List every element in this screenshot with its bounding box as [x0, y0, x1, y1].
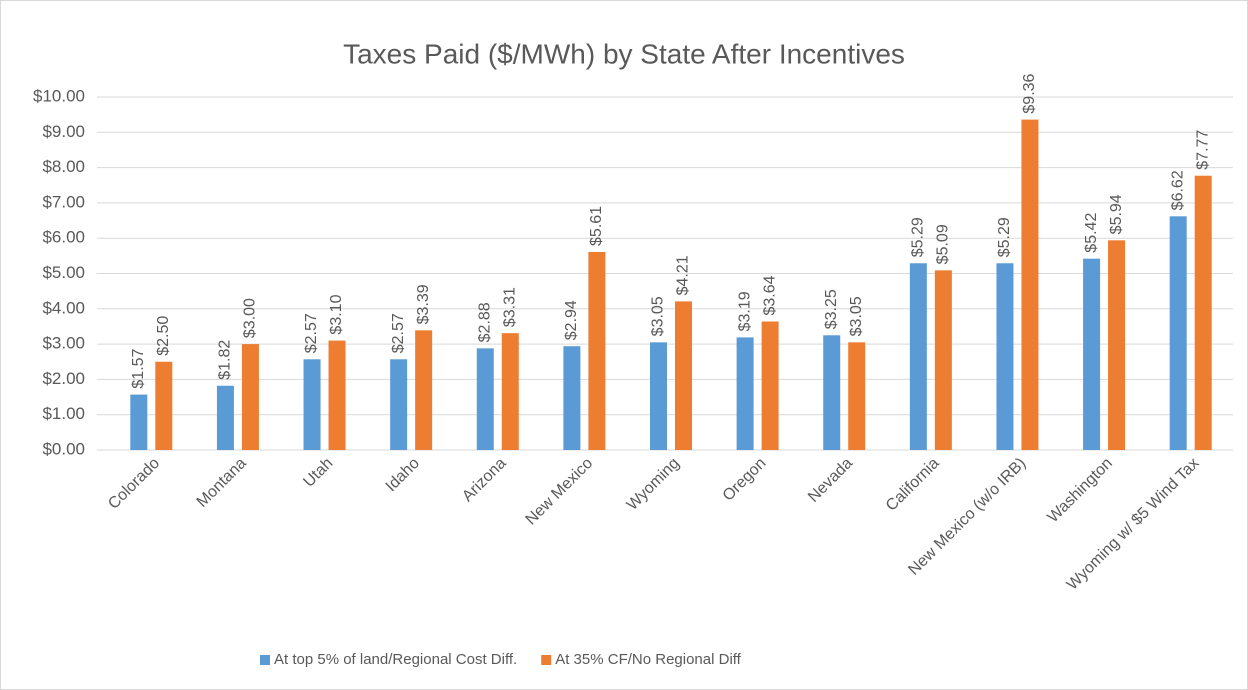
- bar: [650, 342, 667, 450]
- y-tick-label: $4.00: [42, 298, 85, 317]
- data-label: $2.57: [390, 313, 407, 353]
- data-label: $3.25: [823, 289, 840, 329]
- legend-swatch: [260, 655, 270, 665]
- data-label: $3.05: [650, 296, 667, 336]
- data-label: $3.31: [501, 287, 518, 327]
- bar: [241, 344, 259, 450]
- bar: [501, 333, 519, 450]
- legend-swatch: [541, 655, 552, 665]
- data-label: $5.29: [910, 217, 927, 257]
- bar: [848, 342, 866, 450]
- data-label: $3.00: [242, 298, 259, 338]
- bar: [303, 359, 321, 450]
- data-label: $3.19: [736, 291, 753, 331]
- bar: [823, 335, 841, 450]
- bar: [415, 330, 433, 450]
- y-tick-label: $3.00: [42, 334, 85, 353]
- bar: [675, 301, 692, 450]
- bar: [328, 340, 346, 450]
- y-tick-label: $9.00: [42, 122, 85, 141]
- legend-label: At 35% CF/No Regional Diff: [555, 651, 741, 668]
- data-label: $3.39: [415, 284, 432, 324]
- data-label: $4.21: [675, 255, 692, 295]
- bar: [130, 394, 148, 450]
- y-tick-label: $8.00: [42, 157, 85, 176]
- data-label: $9.36: [1021, 73, 1038, 113]
- data-label: $5.61: [588, 206, 605, 246]
- data-label: $5.29: [996, 217, 1013, 257]
- bar: [1194, 175, 1212, 450]
- bar: [1169, 216, 1187, 450]
- y-tick-label: $1.00: [42, 404, 85, 423]
- bar: [1108, 240, 1126, 450]
- y-tick-label: $6.00: [42, 228, 85, 247]
- bar: [934, 270, 952, 450]
- data-label: $5.94: [1108, 194, 1125, 234]
- bar: [155, 361, 173, 450]
- data-label: $1.57: [130, 348, 147, 388]
- data-label: $3.05: [848, 296, 865, 336]
- chart-title: Taxes Paid ($/MWh) by State After Incent…: [343, 38, 905, 69]
- data-label: $2.50: [155, 316, 172, 356]
- bar: [1083, 258, 1101, 450]
- bar: [1021, 119, 1039, 450]
- y-tick-label: $5.00: [42, 263, 85, 282]
- data-label: $3.10: [328, 294, 345, 334]
- y-tick-label: $0.00: [42, 439, 85, 458]
- data-label: $5.09: [935, 224, 952, 264]
- data-label: $2.57: [303, 313, 320, 353]
- bar: [390, 359, 408, 450]
- bar: [588, 251, 606, 450]
- y-tick-label: $7.00: [42, 192, 85, 211]
- y-tick-label: $10.00: [33, 86, 85, 105]
- data-label: $1.82: [217, 340, 234, 380]
- data-label: $7.77: [1194, 130, 1211, 170]
- data-label: $2.88: [476, 302, 493, 342]
- bar: [761, 321, 779, 450]
- data-label: $3.64: [761, 275, 778, 315]
- data-label: $2.94: [563, 300, 580, 340]
- data-label: $5.42: [1083, 213, 1100, 253]
- bar: [909, 263, 927, 450]
- bar: [216, 385, 234, 450]
- data-label: $6.62: [1169, 170, 1186, 210]
- legend-label: At top 5% of land/Regional Cost Diff.: [274, 651, 517, 668]
- bar: [996, 263, 1014, 450]
- bar: [563, 346, 581, 450]
- y-tick-label: $2.00: [42, 369, 85, 388]
- bar: [736, 337, 754, 450]
- bar: [476, 348, 494, 450]
